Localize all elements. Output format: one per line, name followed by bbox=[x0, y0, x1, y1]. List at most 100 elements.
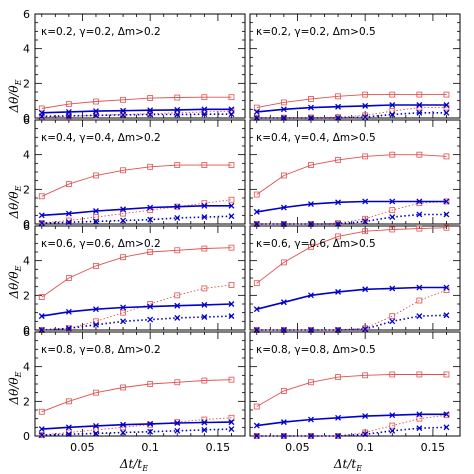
panel-3-1-series-1-point-6 bbox=[174, 247, 181, 254]
panel-1-2-series-4-point-6 bbox=[389, 111, 396, 118]
panel-4-1-label: κ=0.8, γ=0.8, Δm>0.2 bbox=[41, 344, 161, 356]
panel-1-1-series-1-point-7 bbox=[201, 94, 208, 101]
panel-2-2-series-2-line bbox=[256, 201, 447, 225]
panel-1-2-series-4-point-7 bbox=[416, 109, 423, 116]
panel-1-1-series-4-point-8 bbox=[228, 111, 235, 118]
panel-4-1-series-2-point-6 bbox=[174, 419, 181, 426]
panel-1-1-series-4-point-2 bbox=[65, 112, 72, 119]
panel-4-2-series-1-point-2 bbox=[280, 388, 287, 394]
panel-2-1-series-3-point-8 bbox=[228, 202, 235, 209]
panel-3-1-series-4-point-3 bbox=[93, 321, 99, 328]
y-axis-titles: Δθ/θE Δθ/θE Δθ/θE Δθ/θE bbox=[7, 79, 23, 405]
panel-2-1-series-4-point-8 bbox=[228, 213, 235, 220]
panel-4-2-series-4-point-3 bbox=[308, 433, 314, 439]
panel-2-1-series-1-point-8 bbox=[228, 162, 235, 168]
panel-4-2-series-1-point-7 bbox=[416, 371, 423, 378]
panel-4-1-xtick-label-1: 0.1 bbox=[141, 441, 159, 454]
panel-3-2-series-3-point-2 bbox=[280, 299, 287, 306]
panel-4-1-series-4-point-1 bbox=[38, 432, 45, 439]
panel-2-2-series-3-point-4 bbox=[335, 199, 342, 206]
panel-1-1-series-1-point-1 bbox=[38, 105, 45, 112]
panel-4-1-ytick-label-1: 2 bbox=[23, 395, 30, 408]
panel-3-2-series-3-point-4 bbox=[335, 288, 342, 295]
panel-3-1-ytick-label-1: 2 bbox=[23, 289, 30, 302]
panel-2-1-series-2-point-4 bbox=[120, 210, 126, 217]
panel-2-1-series-4-point-3 bbox=[93, 218, 99, 225]
panel-3-2-series-3-point-6 bbox=[389, 285, 396, 292]
panel-2-1-series-3-point-4 bbox=[120, 206, 127, 213]
panel-3-2-series-2-line bbox=[256, 289, 447, 331]
panel-1-1-series-1-point-5 bbox=[147, 95, 154, 101]
panel-1-1-series-2-point-5 bbox=[147, 110, 154, 117]
panel-4-2-series-4-point-4 bbox=[335, 433, 342, 439]
panel-3-1-series-4-point-4 bbox=[120, 318, 127, 325]
panel-3-2-series-3-point-3 bbox=[308, 292, 314, 299]
panel-2-1-ytick-label-2: 4 bbox=[23, 149, 30, 162]
panel-2-2-series-1-point-7 bbox=[416, 151, 423, 158]
panel-4-1-xtick-label-2: 0.15 bbox=[206, 441, 231, 454]
panel-1-1-series-3-point-8 bbox=[228, 106, 235, 113]
panel-2-2-series-1-point-3 bbox=[308, 162, 314, 168]
panel-3-1-series-2-point-3 bbox=[93, 318, 99, 325]
panel-2-1-series-2-line bbox=[41, 199, 232, 224]
panel-2-2-series-3-point-2 bbox=[280, 204, 287, 211]
panel-1-2-series-2-line bbox=[256, 107, 447, 119]
panel-3-1-series-1-point-1 bbox=[38, 294, 45, 300]
panel-2-2-series-3-line bbox=[256, 200, 447, 213]
panel-2-2-series-3-point-5 bbox=[362, 198, 369, 205]
panel-2-2-series-1-line bbox=[256, 154, 447, 195]
panel-4-1-series-3-point-1 bbox=[38, 426, 45, 433]
panel-4-1-series-4-point-3 bbox=[93, 430, 99, 437]
panel-3-1-series-1-point-8 bbox=[228, 244, 235, 251]
panel-4-1-series-1-point-7 bbox=[201, 377, 208, 384]
panel-1-1-ytick-label-3: 6 bbox=[23, 8, 30, 21]
panel-4-1-series-2-point-8 bbox=[228, 414, 235, 421]
panel-4-1-series-1-point-3 bbox=[93, 389, 99, 396]
panel-4-2-series-3-point-6 bbox=[389, 412, 396, 419]
panel-3-1-series-1-point-4 bbox=[120, 254, 126, 261]
panel-2-1-series-4-point-1 bbox=[38, 220, 45, 227]
panel-2-2-series-4-point-8 bbox=[443, 211, 450, 218]
panel-3-2-series-3-line bbox=[256, 286, 447, 310]
panel-3-1-series-1-point-5 bbox=[147, 249, 154, 255]
panel-4-2-series-1-point-5 bbox=[362, 372, 369, 379]
panel-1-1-series-1-point-2 bbox=[65, 101, 72, 108]
panel-4-1-series-2-point-3 bbox=[93, 427, 99, 433]
panel-1-1-ytick-label-1: 2 bbox=[23, 77, 30, 90]
panel-4-2-series-1-line bbox=[256, 374, 447, 407]
panel-3-2-series-3-point-7 bbox=[416, 284, 423, 291]
panel-4-2-series-3-line bbox=[256, 413, 447, 427]
panel-2-1-series-1-line bbox=[41, 164, 232, 197]
panel-3-2-series-2-point-5 bbox=[362, 325, 369, 332]
panel-1-2-series-1-point-3 bbox=[308, 96, 314, 102]
panel-4-1-series-4-point-8 bbox=[228, 426, 235, 433]
panel-4-1-series-1-point-4 bbox=[120, 384, 126, 391]
panel-2-1-series-1-point-7 bbox=[201, 162, 208, 168]
panel-1-2-series-3-point-8 bbox=[443, 102, 450, 108]
panel-1-2-series-1-point-5 bbox=[362, 91, 369, 98]
panel-3-1-series-4-point-6 bbox=[174, 314, 181, 321]
panel-1-2-series-3-point-7 bbox=[416, 102, 423, 108]
panel-3-1-series-4-point-2 bbox=[65, 325, 72, 332]
panel-4-1-ytick-label-3: 6 bbox=[23, 326, 30, 339]
panel-2-1-series-1-point-4 bbox=[120, 167, 126, 174]
y-axis-title-row-2: Δθ/θE bbox=[7, 185, 23, 219]
panel-3-1-ytick-label-2: 4 bbox=[23, 255, 30, 268]
panel-4-1-series-3-point-3 bbox=[93, 422, 99, 429]
panel-1-2-series-3-line bbox=[256, 104, 447, 113]
panel-4-2-series-4-point-6 bbox=[389, 427, 396, 434]
panel-1-1-ytick-label-0: 0 bbox=[23, 112, 30, 125]
panel-3-2-series-1-point-7 bbox=[416, 225, 423, 232]
panel-4-2-series-3-point-5 bbox=[362, 413, 369, 420]
panel-3-1-series-4-point-5 bbox=[147, 316, 154, 323]
panel-2-1-label: κ=0.4, γ=0.4, Δm>0.2 bbox=[41, 132, 161, 144]
panel-1-2-series-1-line bbox=[256, 94, 447, 109]
panel-2-1-ytick-label-3: 6 bbox=[23, 114, 30, 127]
panel-1-1-series-4-point-6 bbox=[174, 111, 181, 118]
panel-1-1-series-3-point-3 bbox=[93, 108, 99, 115]
panel-2-1-series-3-line bbox=[41, 205, 232, 217]
panel-3-1-series-3-point-6 bbox=[174, 302, 181, 309]
panel-3-1-series-3-point-4 bbox=[120, 304, 127, 311]
panel-4-2-series-2-point-8 bbox=[443, 412, 450, 419]
panel-1-1-series-3-point-7 bbox=[201, 106, 208, 113]
